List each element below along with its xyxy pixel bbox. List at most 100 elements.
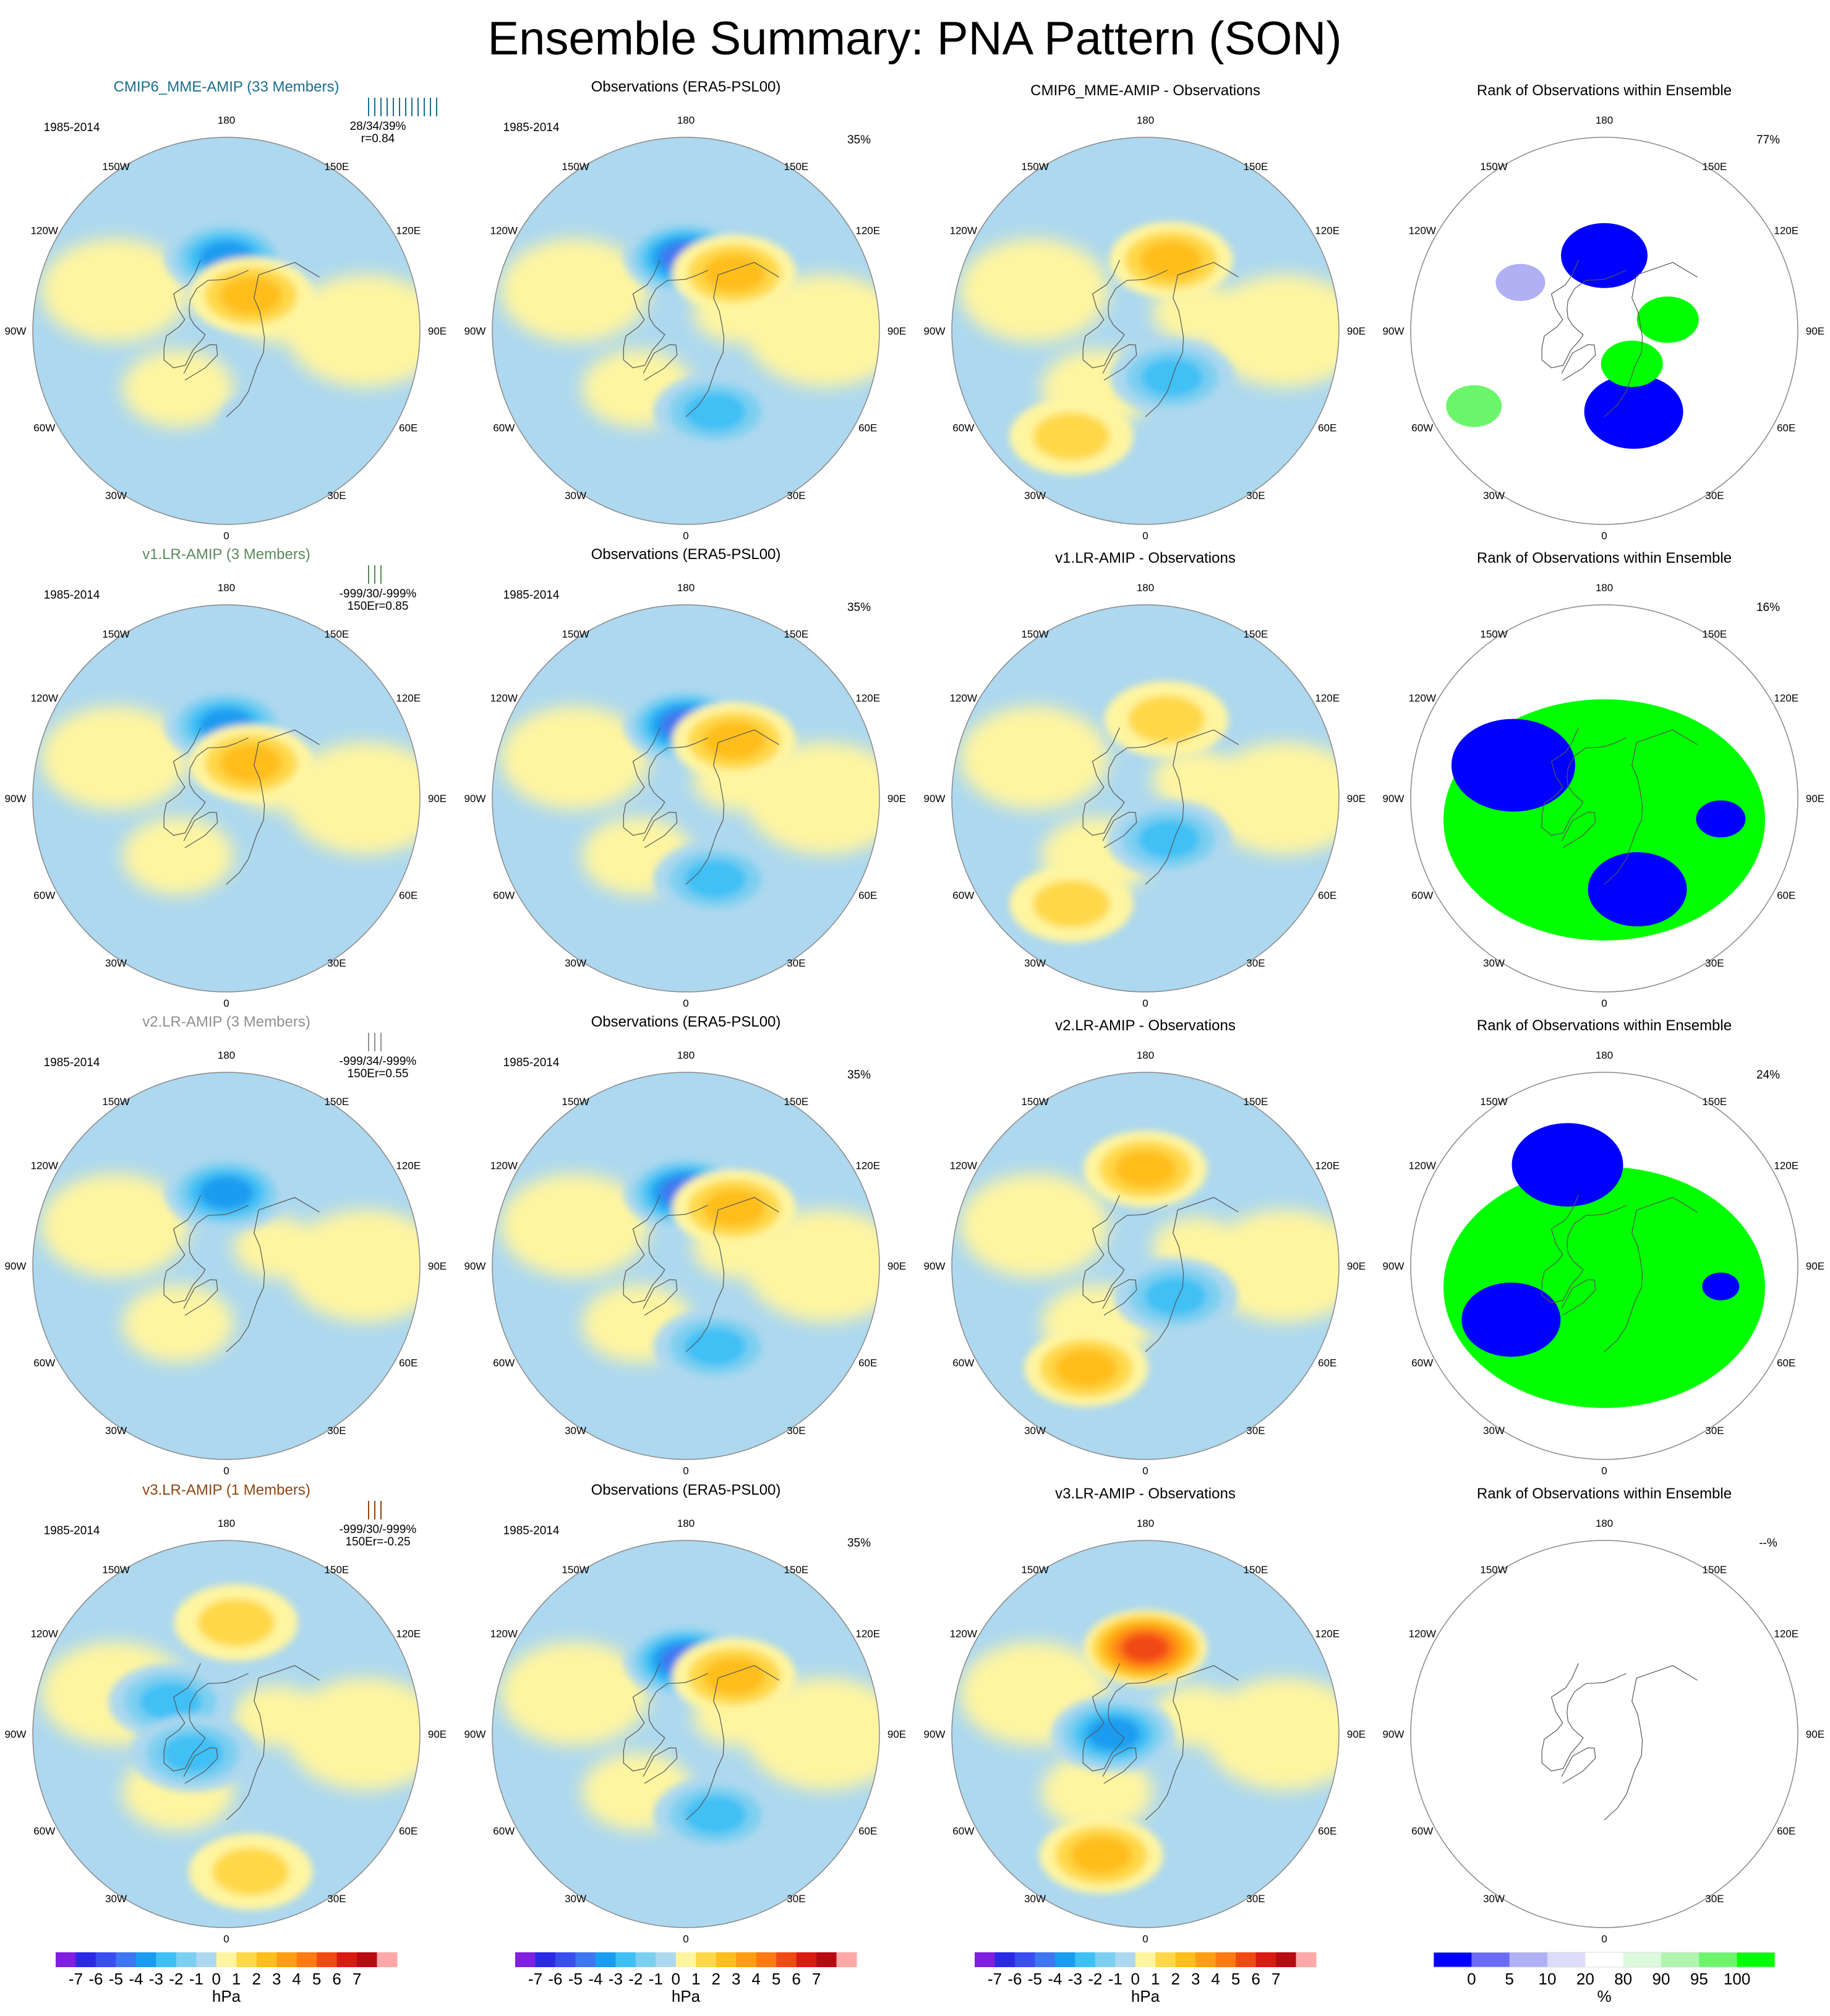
colorbar-tick-label: -3 <box>609 1970 623 1988</box>
colorbar-swatch <box>736 1952 757 1967</box>
colorbar-swatch <box>216 1952 237 1967</box>
colorbar-tick-label: -7 <box>988 1970 1002 1988</box>
rank-percent: --% <box>1759 1537 1777 1550</box>
period-label: 1985-2014 <box>503 1056 560 1069</box>
longitude-label: 60W <box>33 422 55 434</box>
longitude-label: 0 <box>1601 1465 1607 1477</box>
map-boundary <box>492 137 880 525</box>
colorbar-swatch <box>776 1952 797 1967</box>
period-label: 1985-2014 <box>503 589 560 602</box>
longitude-label: 90W <box>5 793 27 805</box>
observations-title: Observations (ERA5-PSL00) <box>591 1014 781 1030</box>
pressure-contour <box>218 385 342 463</box>
rank-region <box>1451 719 1575 812</box>
rank-panel: Rank of Observations within Ensemble 24% 1… <box>1383 1017 1825 1477</box>
longitude-label: 60E <box>399 1826 417 1837</box>
longitude-label: 150E <box>1244 1564 1268 1576</box>
positive-region <box>233 1217 320 1278</box>
colorbar-swatch <box>1215 1952 1236 1967</box>
map-boundary <box>951 604 1340 993</box>
period-label: 1985-2014 <box>503 121 560 134</box>
longitude-label: 120E <box>855 1160 880 1172</box>
longitude-label: 30W <box>565 1425 586 1437</box>
pressure-colorbar: -7 -6 -5 -4 -3 -2 -1 0 1 2 3 4 5 6 7 hPa <box>515 1952 857 2005</box>
positive-region <box>745 1678 879 1790</box>
longitude-label: 150E <box>325 1564 349 1576</box>
longitude-label: 30W <box>565 1893 586 1905</box>
longitude-label: 120E <box>855 693 880 704</box>
longitude-label: 150W <box>1480 1096 1507 1108</box>
colorbar-tick-label: 90 <box>1653 1970 1670 1988</box>
map-boundary <box>1410 1540 1798 1928</box>
colorbar-tick-label: 0 <box>1131 1970 1140 1988</box>
difference-title: v3.LR-AMIP - Observations <box>1055 1485 1236 1502</box>
pressure-contour <box>197 1599 275 1647</box>
colorbar-tick-label: 2 <box>711 1970 720 1988</box>
longitude-label: 120E <box>1774 693 1798 704</box>
colorbar-swatch <box>816 1952 837 1967</box>
period-label: 1985-2014 <box>44 1056 100 1069</box>
model-title: v3.LR-AMIP (1 Members) <box>142 1482 310 1498</box>
map-boundary <box>951 1540 1340 1928</box>
positive-region <box>286 1678 420 1790</box>
longitude-label: 60W <box>952 890 974 902</box>
pressure-contour <box>139 1682 202 1721</box>
longitude-label: 120E <box>1774 225 1798 237</box>
colorbar-swatch <box>1434 1952 1472 1967</box>
colorbar-tick-label: -7 <box>69 1970 83 1988</box>
colorbar-swatch <box>1115 1952 1136 1967</box>
colorbar-swatch <box>95 1952 116 1967</box>
colorbar-swatch <box>635 1952 656 1967</box>
positive-region <box>1041 1753 1153 1831</box>
positive-region <box>122 349 234 428</box>
observations-title: Observations (ERA5-PSL00) <box>591 79 781 95</box>
map-boundary <box>951 137 1340 525</box>
positive-region <box>960 238 1109 343</box>
coastline <box>623 1195 779 1352</box>
longitude-label: 30E <box>1246 1893 1265 1905</box>
colorbar-tick-label: 1 <box>232 1970 241 1988</box>
positive-region <box>500 1173 649 1278</box>
panel-grid: CMIP6_MME-AMIP (33 Members) 1985-2014 28/3… <box>5 79 1825 1945</box>
pressure-contour <box>1114 1150 1176 1189</box>
rank-percent: 24% <box>1756 1069 1780 1082</box>
longitude-label: 30W <box>105 1893 127 1905</box>
longitude-label: 60E <box>1777 1826 1795 1837</box>
pressure-contour <box>703 254 766 293</box>
longitude-label: 150W <box>1480 1564 1507 1576</box>
longitude-label: 120E <box>855 225 880 237</box>
longitude-label: 150E <box>325 628 349 640</box>
longitude-label: 150E <box>1703 1564 1727 1576</box>
positive-region <box>41 706 190 810</box>
longitude-label: 60E <box>399 1357 417 1369</box>
longitude-label: 30E <box>1246 1425 1265 1437</box>
pressure-contour <box>1122 1633 1169 1663</box>
pressure-contour <box>703 1657 766 1696</box>
longitude-label: 60W <box>952 1357 974 1369</box>
colorbar-swatch <box>75 1952 96 1967</box>
model-title: v2.LR-AMIP (3 Members) <box>142 1014 310 1030</box>
colorbar-swatch <box>535 1952 556 1967</box>
longitude-label: 120W <box>1409 225 1436 237</box>
longitude-label: 120W <box>490 1160 518 1172</box>
positive-region <box>41 238 190 343</box>
pressure-contour <box>703 1189 766 1228</box>
colorbar-swatch <box>317 1952 338 1967</box>
colorbar-swatch <box>336 1952 357 1967</box>
longitude-label: 90E <box>887 325 906 337</box>
longitude-label: 150E <box>1703 161 1727 173</box>
colorbar-tick-label: -2 <box>169 1970 183 1988</box>
coastline <box>623 727 779 885</box>
colorbar-tick-label: 5 <box>1505 1970 1513 1988</box>
longitude-label: 120E <box>396 225 421 237</box>
longitude-label: 150E <box>784 628 809 640</box>
longitude-label: 150E <box>1244 161 1268 173</box>
longitude-label: 30W <box>105 1425 127 1437</box>
longitude-label: 90W <box>5 1728 27 1740</box>
coastline <box>1541 1195 1698 1352</box>
model-title: v1.LR-AMIP (3 Members) <box>142 546 310 563</box>
longitude-label: 90E <box>1806 1260 1824 1272</box>
rank-title: Rank of Observations within Ensemble <box>1477 1017 1732 1034</box>
colorbar-unit: hPa <box>212 1987 241 2005</box>
colorbar-swatch <box>256 1952 277 1967</box>
